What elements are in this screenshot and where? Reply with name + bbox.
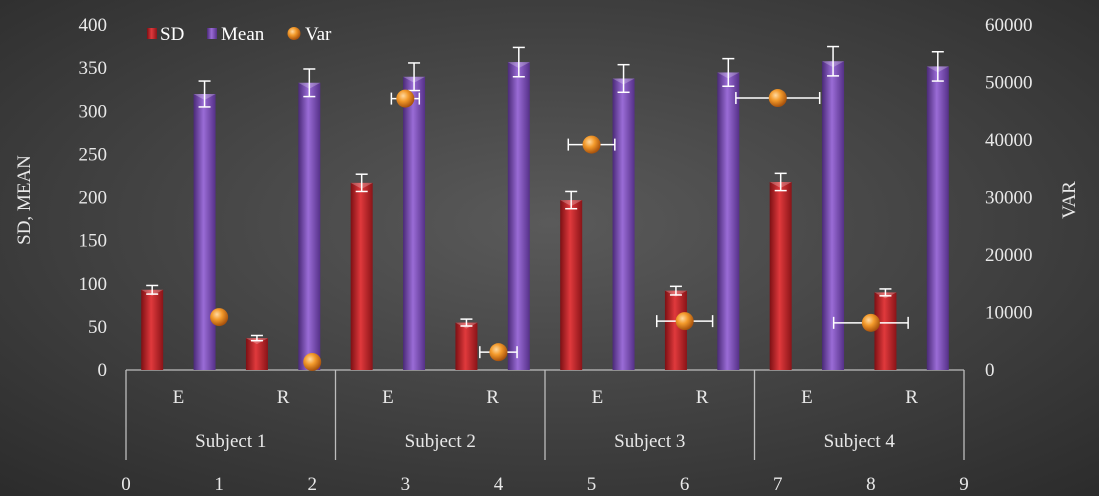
- legend-label-sd: SD: [160, 24, 184, 45]
- var-point: [582, 135, 601, 154]
- var-point: [861, 313, 880, 332]
- left-tick-label: 350: [79, 58, 108, 79]
- error-bars: [146, 45, 944, 342]
- var-point: [489, 343, 508, 362]
- sd-bar: [141, 289, 164, 370]
- category-label: R: [277, 387, 290, 408]
- category-label: E: [592, 387, 604, 408]
- right-tick-label: 60000: [985, 15, 1033, 36]
- left-tick-label: 400: [79, 15, 108, 36]
- mean-bar: [507, 62, 530, 371]
- left-tick-label: 100: [79, 274, 108, 295]
- x-tick-label: 0: [121, 474, 131, 495]
- left-tick-label: 0: [98, 360, 108, 381]
- legend-item-mean: Mean: [207, 24, 265, 45]
- sd-bar: [245, 338, 268, 370]
- group-label: Subject 4: [824, 431, 896, 452]
- sd-bar: [664, 290, 687, 370]
- var-point: [210, 308, 229, 327]
- category-label: E: [382, 387, 394, 408]
- right-axis: 0 10000 20000 30000 40000 50000 60000: [985, 15, 1033, 381]
- category-label: E: [173, 387, 185, 408]
- x-tick-label: 9: [959, 474, 969, 495]
- x-tick-label: 2: [307, 474, 317, 495]
- right-tick-label: 0: [985, 360, 995, 381]
- legend-label-var: Var: [305, 24, 332, 45]
- right-tick-label: 30000: [985, 188, 1033, 209]
- group-label: Subject 3: [614, 431, 685, 452]
- legend-item-var: Var: [287, 24, 332, 45]
- bars: [141, 61, 949, 371]
- sd-bar: [350, 182, 373, 370]
- legend-swatch-var: [287, 27, 301, 40]
- right-tick-label: 50000: [985, 73, 1033, 94]
- x-tick-label: 6: [680, 474, 690, 495]
- x-tick-label: 3: [401, 474, 411, 495]
- right-axis-title: VAR: [1059, 181, 1080, 219]
- category-label: R: [486, 387, 499, 408]
- category-label: E: [801, 387, 813, 408]
- left-axis: 0 50 100 150 200 250 300 350 400: [79, 15, 108, 381]
- mean-bar: [717, 72, 740, 370]
- var-point: [303, 352, 322, 371]
- group-label: Subject 1: [195, 431, 266, 452]
- sd-bar: [874, 292, 897, 370]
- left-tick-label: 50: [88, 317, 107, 338]
- sd-bar: [769, 181, 792, 370]
- right-tick-label: 40000: [985, 130, 1033, 151]
- mean-bar: [822, 61, 845, 370]
- legend-label-mean: Mean: [221, 24, 265, 45]
- secondary-x-axis: 0 1 2 3 4 5 6 7 8 9: [121, 474, 969, 495]
- left-axis-title: SD, MEAN: [14, 155, 35, 245]
- mean-bar: [612, 78, 635, 370]
- mean-bar: [193, 94, 216, 370]
- legend-swatch-mean: [207, 28, 217, 39]
- group-label: Subject 2: [405, 431, 476, 452]
- left-tick-label: 250: [79, 144, 108, 165]
- mean-bar: [403, 76, 426, 370]
- var-point: [768, 89, 787, 108]
- category-label: R: [696, 387, 709, 408]
- mean-bar: [298, 82, 321, 370]
- x-tick-label: 7: [773, 474, 783, 495]
- legend: SD Mean Var: [147, 24, 332, 45]
- legend-item-sd: SD: [147, 24, 184, 45]
- x-tick-label: 4: [494, 474, 504, 495]
- left-tick-label: 200: [79, 188, 108, 209]
- var-point: [675, 312, 694, 331]
- mean-bar: [926, 66, 949, 371]
- var-points: [210, 89, 909, 371]
- right-tick-label: 10000: [985, 303, 1033, 324]
- x-tick-label: 1: [214, 474, 224, 495]
- var-point: [396, 89, 415, 108]
- sd-bar: [455, 322, 478, 370]
- left-tick-label: 300: [79, 101, 108, 122]
- x-tick-label: 5: [587, 474, 597, 495]
- x-tick-label: 8: [866, 474, 876, 495]
- sd-bar: [560, 200, 583, 370]
- right-tick-label: 20000: [985, 245, 1033, 266]
- legend-swatch-sd: [147, 28, 157, 39]
- left-tick-label: 150: [79, 231, 108, 252]
- category-label: R: [905, 387, 918, 408]
